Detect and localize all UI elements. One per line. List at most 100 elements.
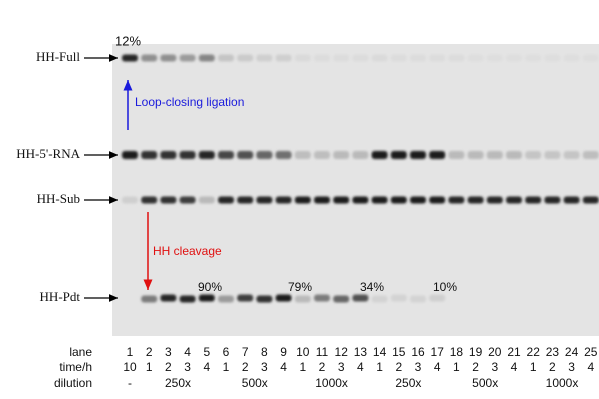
band [352,196,369,204]
band [448,151,465,159]
time-value: 1 [223,360,230,374]
band-label: HH-5'-RNA [16,146,80,161]
band [294,151,311,159]
lane-number: 14 [373,345,387,359]
dilution-value: 250x [165,376,191,390]
band [179,196,196,204]
dilution-value: - [128,376,132,390]
dilution-value: 500x [472,376,498,390]
band [582,196,599,204]
band [390,54,407,62]
lane-number: 5 [203,345,210,359]
band [294,54,311,62]
band [141,196,158,204]
band [160,196,177,204]
band [429,54,446,62]
band [429,294,446,302]
band [467,54,484,62]
row-label: time/h [59,360,92,374]
band [486,151,503,159]
band [141,151,158,159]
time-value: 10 [123,360,137,374]
lane-number: 25 [584,345,598,359]
lane-number: 8 [261,345,268,359]
ligation-annotation: Loop-closing ligation [135,95,244,109]
lane-number: 2 [146,345,153,359]
lane-number: 23 [546,345,560,359]
band [352,54,369,62]
band [525,54,542,62]
time-value: 2 [549,360,556,374]
time-value: 3 [491,360,498,374]
band [198,54,215,62]
lane-number: 9 [280,345,287,359]
lane-number: 10 [296,345,310,359]
band [525,151,542,159]
band [256,54,273,62]
band [448,196,465,204]
band [544,151,561,159]
band [218,151,234,159]
band [333,196,350,204]
band [506,151,522,159]
band [429,196,446,204]
band [314,294,330,302]
band [256,295,273,303]
band [275,151,292,159]
lane-number: 17 [431,345,445,359]
band [179,295,196,303]
band [371,54,388,62]
time-value: 3 [261,360,268,374]
cleavage-yield: 34% [360,280,384,294]
gel-background [112,44,599,336]
band [371,295,388,303]
band [314,196,330,204]
band [486,196,503,204]
cleavage-yield: 79% [288,280,312,294]
band [390,294,407,302]
lane-number: 21 [507,345,521,359]
time-value: 3 [568,360,575,374]
band [179,54,196,62]
band [256,151,273,159]
band [582,151,599,159]
lane-number: 11 [316,345,329,359]
ligation-yield: 12% [115,33,141,48]
time-value: 1 [453,360,460,374]
time-value: 4 [434,360,441,374]
band [294,295,311,303]
band [352,294,369,302]
band [333,295,350,303]
band [218,295,234,303]
time-value: 2 [319,360,326,374]
dilution-value: 500x [242,376,268,390]
time-value: 3 [338,360,345,374]
band [314,151,330,159]
lane-number: 13 [354,345,368,359]
bands [122,54,599,303]
band [218,196,234,204]
band [256,196,273,204]
time-value: 1 [376,360,383,374]
band [333,54,350,62]
time-value: 4 [280,360,287,374]
band [544,196,561,204]
band [237,294,254,302]
band [141,295,158,303]
band [410,196,426,204]
band-label: HH-Sub [37,191,80,206]
band [160,54,177,62]
lane-number: 12 [335,345,349,359]
band [352,151,369,159]
row-label: dilution [54,376,92,390]
band [371,196,388,204]
band [179,151,196,159]
band [371,151,388,159]
band [237,196,254,204]
band [410,295,426,303]
band [467,151,484,159]
cleavage-yield: 90% [198,280,222,294]
time-value: 1 [299,360,306,374]
band [198,196,215,204]
